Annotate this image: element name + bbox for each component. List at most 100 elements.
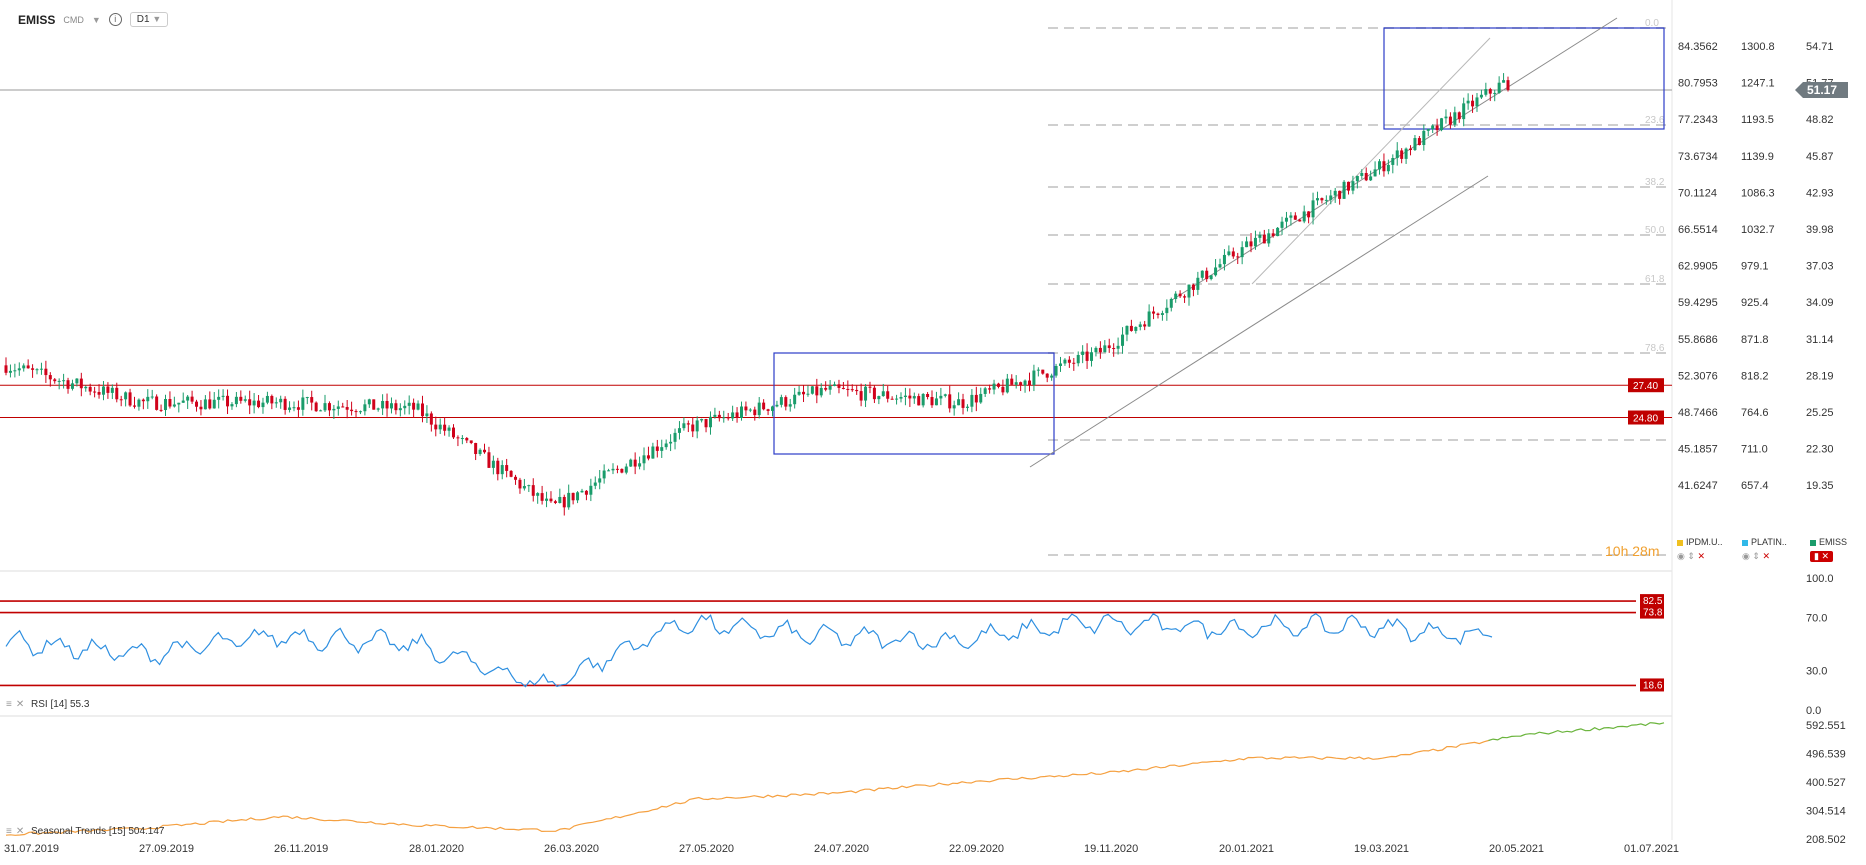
candle [669, 434, 673, 452]
candle [576, 491, 580, 504]
candle [677, 421, 681, 440]
candle-body [762, 402, 766, 410]
candle [270, 394, 274, 410]
candle [283, 396, 287, 415]
close-icon[interactable]: ✕ [15, 826, 25, 837]
legend-item-3[interactable]: EMISS ▮ ✕ [1810, 537, 1847, 562]
close-icon[interactable]: ✕ [1762, 551, 1770, 561]
candle [611, 463, 615, 475]
timeframe-select[interactable]: D1 ▼ [129, 12, 169, 27]
candle [1293, 212, 1297, 220]
candle-body [771, 406, 775, 411]
price-tick-col2: 1032.7 [1741, 224, 1775, 236]
rsi-value: 55.3 [69, 699, 90, 710]
price-tick-col2: 1086.3 [1741, 187, 1775, 199]
candle-body [1395, 150, 1399, 158]
legend-controls[interactable]: ▮ ✕ [1810, 551, 1847, 562]
info-icon[interactable]: i [108, 13, 122, 26]
settings-icon[interactable]: ≡ [6, 826, 12, 837]
chevron-down-icon[interactable]: ▼ [91, 14, 101, 25]
candle [292, 401, 296, 412]
candle [708, 411, 712, 435]
candle-body [1497, 82, 1501, 93]
close-icon[interactable]: ✕ [1821, 551, 1830, 561]
candle [961, 393, 965, 415]
candle [39, 362, 43, 375]
candle [1036, 367, 1040, 377]
candle-body [1315, 198, 1319, 201]
legend-item-1[interactable]: IPDM.U.. ◉ ⇕ ✕ [1677, 537, 1723, 562]
candle-body [1107, 345, 1111, 349]
candle [500, 460, 504, 480]
candle [1271, 229, 1275, 238]
price-tick-col1: 70.1124 [1678, 187, 1717, 199]
candle-body [1222, 254, 1226, 265]
candle [1214, 259, 1218, 277]
candle-body [1231, 251, 1235, 257]
candle-body [1302, 211, 1306, 222]
symbol-name[interactable]: EMISS [18, 12, 56, 27]
candle [979, 387, 983, 404]
eye-icon[interactable]: ◉ [1742, 551, 1750, 561]
candle-body [1125, 325, 1129, 335]
candle-body [753, 409, 757, 416]
candle [819, 383, 823, 398]
candle-body [895, 398, 899, 400]
candle-body [456, 437, 460, 439]
settings-icon[interactable]: ≡ [6, 699, 12, 710]
candle [119, 395, 123, 407]
candle-body [1311, 200, 1315, 218]
candle [726, 412, 730, 421]
close-icon[interactable]: ✕ [15, 699, 25, 710]
candle [1471, 94, 1475, 113]
candle [496, 457, 500, 481]
price-tick-col1: 73.6734 [1678, 151, 1718, 163]
candle-body [1014, 382, 1018, 385]
price-tick-col2: 818.2 [1741, 370, 1769, 382]
seasonal-series [5, 722, 1665, 836]
candle-body [376, 408, 380, 410]
candle [1315, 191, 1319, 206]
seasonal-pane-label[interactable]: ≡ ✕ Seasonal Trends [15] 504.147 [6, 826, 165, 837]
candle [1302, 205, 1306, 224]
candle [1063, 358, 1067, 366]
fib-label: 0.0 [1645, 18, 1659, 29]
candle [150, 389, 154, 400]
candle-body [1298, 219, 1302, 222]
close-icon[interactable]: ✕ [1697, 551, 1705, 561]
reorder-icon[interactable]: ⇕ [1752, 551, 1760, 561]
candle [75, 378, 79, 387]
candle-body [1249, 241, 1253, 247]
legend-controls[interactable]: ◉ ⇕ ✕ [1677, 551, 1723, 562]
candle-body [203, 399, 207, 410]
candle [1355, 175, 1359, 189]
candle [1249, 233, 1253, 253]
candle [1479, 89, 1483, 99]
eye-icon[interactable]: ◉ [1677, 551, 1685, 561]
candle-body [965, 406, 969, 408]
legend-item-2[interactable]: PLATIN.. ◉ ⇕ ✕ [1742, 537, 1787, 562]
candle-body [514, 476, 518, 480]
candle-body [1191, 284, 1195, 290]
candle-body [1271, 233, 1275, 237]
candle [1378, 159, 1382, 175]
candle-body [124, 392, 128, 400]
legend-controls[interactable]: ◉ ⇕ ✕ [1742, 551, 1787, 562]
top-box [1383, 27, 1665, 130]
candle-body [739, 406, 743, 418]
x-axis-label: 28.01.2020 [409, 843, 464, 855]
candle-body [881, 391, 885, 397]
candle-icon[interactable]: ▮ [1814, 551, 1819, 561]
candle-body [345, 407, 349, 410]
price-tick-col1: 62.9905 [1678, 261, 1718, 273]
candle [531, 478, 535, 502]
price-tick-col3: 37.03 [1806, 261, 1834, 273]
rsi-pane-label[interactable]: ≡ ✕ RSI [14] 55.3 [6, 699, 89, 710]
reorder-icon[interactable]: ⇕ [1687, 551, 1695, 561]
price-tick-col3: 31.14 [1806, 334, 1834, 346]
candle [177, 402, 181, 413]
candle [691, 417, 695, 438]
candle [921, 393, 925, 408]
candle-body [957, 399, 961, 406]
